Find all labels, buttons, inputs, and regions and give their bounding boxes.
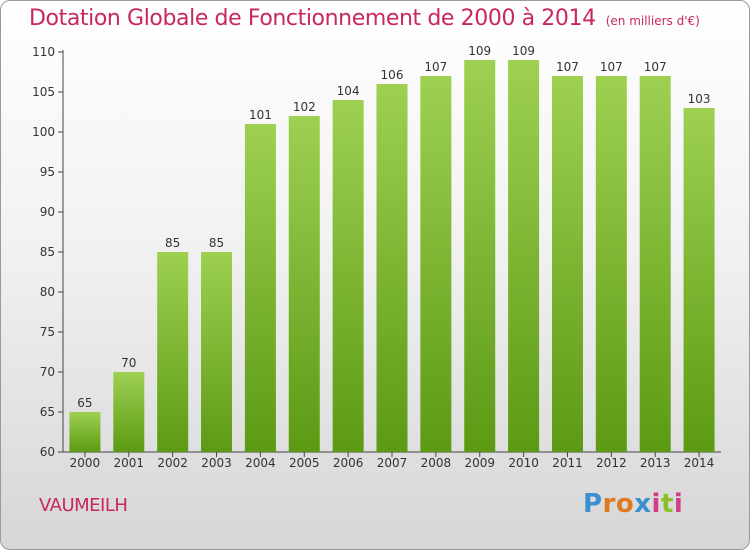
y-tick-label: 95 — [40, 165, 55, 179]
x-tick-label: 2000 — [70, 456, 101, 470]
x-tick-label: 2012 — [596, 456, 627, 470]
x-tick-label: 2005 — [289, 456, 320, 470]
data-label: 85 — [165, 236, 180, 250]
bar — [288, 116, 320, 452]
data-label: 107 — [644, 60, 667, 74]
data-label: 101 — [249, 108, 272, 122]
y-tick-label: 75 — [40, 325, 55, 339]
x-tick-label: 2006 — [333, 456, 364, 470]
data-label: 107 — [600, 60, 623, 74]
chart-unit: (en milliers d'€) — [605, 14, 700, 28]
logo-letter: P — [583, 489, 603, 519]
x-tick-label: 2009 — [464, 456, 495, 470]
y-tick-label: 90 — [40, 205, 55, 219]
data-label: 103 — [688, 92, 711, 106]
bar — [464, 60, 496, 452]
bar — [639, 76, 671, 452]
logo-letter: o — [615, 489, 635, 519]
x-tick-label: 2011 — [552, 456, 583, 470]
bar — [113, 372, 145, 452]
y-tick-label: 60 — [40, 445, 55, 459]
logo-letter: r — [602, 489, 616, 519]
y-tick-label: 85 — [40, 245, 55, 259]
data-label: 109 — [468, 44, 491, 58]
bar — [157, 252, 189, 452]
x-tick-label: 2003 — [201, 456, 232, 470]
x-tick-label: 2010 — [508, 456, 539, 470]
x-tick-label: 2008 — [421, 456, 452, 470]
x-tick-label: 2007 — [377, 456, 408, 470]
y-tick-label: 65 — [40, 405, 55, 419]
data-label: 65 — [77, 396, 92, 410]
bar — [244, 124, 276, 452]
data-label: 104 — [337, 84, 360, 98]
y-tick-label: 100 — [32, 125, 55, 139]
data-label: 107 — [556, 60, 579, 74]
data-label: 106 — [381, 68, 404, 82]
bar — [508, 60, 540, 452]
x-tick-label: 2014 — [684, 456, 715, 470]
logo-letter: x — [634, 489, 652, 519]
commune-name: VAUMEILH — [39, 495, 128, 516]
bar — [420, 76, 452, 452]
y-tick-label: 105 — [32, 85, 55, 99]
data-label: 102 — [293, 100, 316, 114]
y-tick-label: 70 — [40, 365, 55, 379]
y-tick-label: 110 — [32, 45, 55, 59]
chart-title-text: Dotation Globale de Fonctionnement de 20… — [29, 6, 596, 31]
logo-letter: i — [673, 489, 684, 519]
data-label: 85 — [209, 236, 224, 250]
bar — [69, 412, 101, 452]
chart-title: Dotation Globale de Fonctionnement de 20… — [29, 6, 700, 31]
x-tick-label: 2001 — [114, 456, 145, 470]
logo-letter: i — [651, 489, 661, 519]
logo-letter: t — [660, 489, 674, 519]
bar — [683, 108, 715, 452]
bar — [332, 100, 364, 452]
data-label: 107 — [424, 60, 447, 74]
y-tick-label: 80 — [40, 285, 55, 299]
data-label: 109 — [512, 44, 535, 58]
bar — [201, 252, 233, 452]
x-tick-label: 2004 — [245, 456, 276, 470]
bar — [551, 76, 583, 452]
proxiti-logo: Proxiti — [583, 489, 683, 519]
x-tick-label: 2002 — [157, 456, 188, 470]
x-tick-label: 2013 — [640, 456, 671, 470]
bar — [595, 76, 627, 452]
data-label: 70 — [121, 356, 136, 370]
bar — [376, 84, 408, 452]
